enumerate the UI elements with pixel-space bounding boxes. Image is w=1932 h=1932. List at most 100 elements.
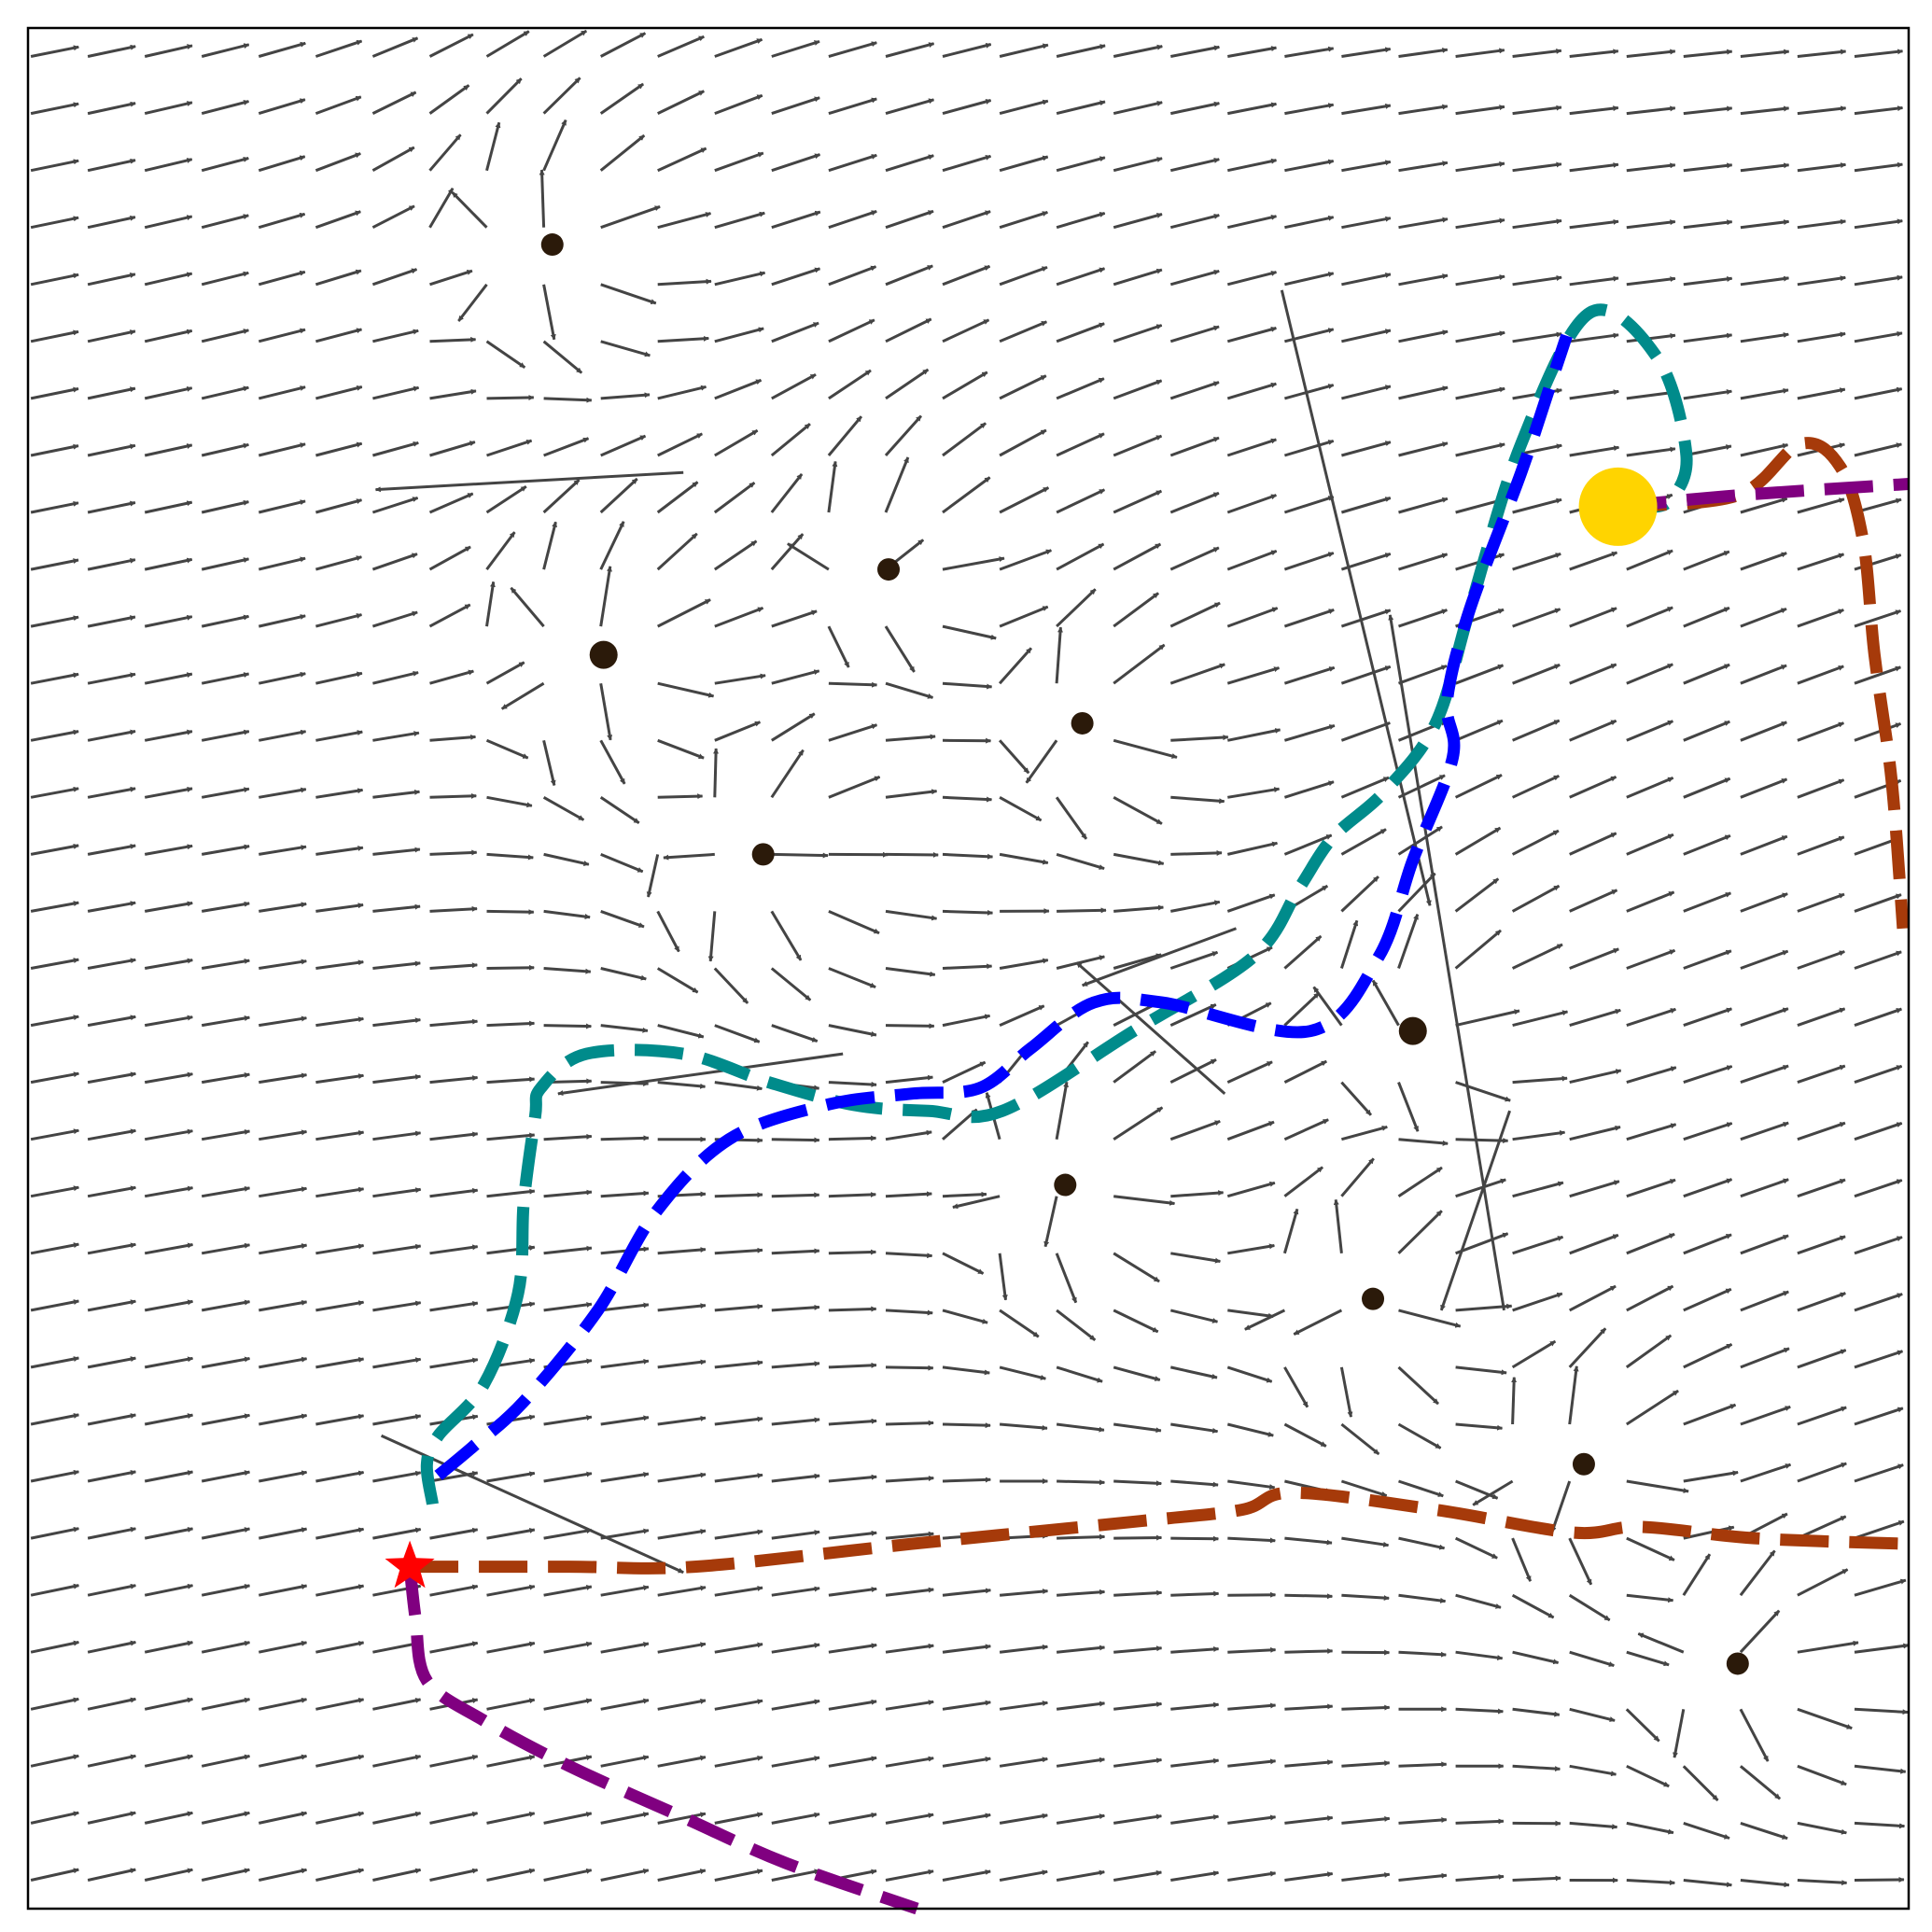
field-arrow <box>714 1642 763 1654</box>
field-arrow <box>1056 44 1106 58</box>
field-arrow <box>1740 607 1787 628</box>
field-arrow <box>1056 1365 1103 1383</box>
field-arrow <box>771 712 816 742</box>
field-arrow <box>1854 1876 1905 1883</box>
field-arrow <box>201 557 250 571</box>
field-arrow <box>1740 332 1789 343</box>
field-arrow <box>543 1698 593 1711</box>
field-arrow <box>1284 46 1335 58</box>
field-arrow <box>1398 329 1449 343</box>
field-arrow <box>428 492 474 514</box>
field-arrow <box>1797 1292 1846 1312</box>
field-arrow <box>201 329 249 343</box>
field-arrow <box>1569 105 1619 116</box>
field-arrow <box>1797 1821 1847 1835</box>
field-arrow <box>1797 331 1846 343</box>
field-arrow <box>1170 1757 1220 1768</box>
field-arrow <box>1740 721 1787 742</box>
field-arrow <box>30 1015 79 1028</box>
field-arrow <box>201 1185 251 1198</box>
trajectory-purple <box>403 1565 919 1915</box>
field-arrow <box>258 41 306 58</box>
field-arrow <box>828 1418 877 1426</box>
field-arrow <box>543 1245 593 1255</box>
field-arrow <box>1854 386 1903 400</box>
field-arrow <box>1569 218 1619 230</box>
field-arrow <box>371 553 418 571</box>
field-arrow <box>429 1811 479 1825</box>
field-arrow <box>542 119 567 172</box>
field-arrow <box>429 905 478 913</box>
field-arrow <box>30 843 79 856</box>
field-arrow <box>999 1757 1048 1768</box>
field-arrow <box>543 437 590 457</box>
field-arrow <box>1025 739 1058 784</box>
field-arrow <box>144 272 193 287</box>
field-arrow <box>1797 1462 1847 1483</box>
field-arrow <box>663 852 715 861</box>
field-arrow <box>599 477 638 514</box>
wild-vector <box>1075 961 1226 1095</box>
field-arrow <box>1740 1234 1789 1255</box>
field-arrow <box>315 498 363 514</box>
field-arrow <box>1244 1309 1286 1331</box>
field-arrow <box>942 1700 991 1711</box>
field-arrow <box>1683 275 1733 287</box>
field-arrow <box>315 1754 365 1768</box>
field-arrow <box>371 146 415 173</box>
field-arrow <box>87 101 136 116</box>
field-arrow <box>942 1588 991 1597</box>
field-arrow <box>885 1475 934 1483</box>
field-arrow <box>600 1190 650 1198</box>
field-arrow <box>1227 1646 1277 1654</box>
field-arrow <box>30 729 79 742</box>
field-arrow <box>315 269 362 287</box>
field-arrow <box>485 77 523 115</box>
field-arrow <box>144 786 193 799</box>
field-arrow <box>1626 948 1676 970</box>
field-arrow <box>1226 841 1279 856</box>
field-arrow <box>771 210 821 230</box>
field-arrow <box>1340 1081 1373 1116</box>
field-arrow <box>714 1360 763 1369</box>
field-arrow <box>372 903 421 913</box>
field-arrow <box>885 734 936 742</box>
field-arrow <box>999 486 1050 514</box>
field-arrow <box>315 1016 364 1028</box>
field-arrow <box>998 647 1033 685</box>
field-arrow <box>315 1527 365 1540</box>
field-arrow <box>1797 1121 1846 1141</box>
field-arrow <box>1340 721 1391 742</box>
field-arrow <box>259 1299 308 1312</box>
obstacles <box>540 233 1749 1675</box>
field-arrow <box>1797 892 1845 913</box>
field-arrow <box>371 91 417 115</box>
field-arrow <box>771 1699 820 1711</box>
field-arrow <box>1056 1813 1105 1825</box>
field-arrow <box>998 1253 1008 1301</box>
field-arrow <box>1740 442 1789 457</box>
field-arrow <box>315 1413 365 1426</box>
field-arrow <box>1398 1817 1448 1825</box>
field-arrow <box>1283 552 1335 571</box>
field-arrow <box>1740 1121 1789 1141</box>
field-arrow <box>542 284 556 341</box>
field-arrow <box>144 44 193 58</box>
field-arrow <box>1454 1536 1498 1560</box>
field-arrow <box>543 1585 593 1597</box>
field-arrow <box>770 533 805 571</box>
field-arrow <box>1569 1284 1617 1312</box>
field-arrow <box>1398 1138 1449 1146</box>
field-arrow <box>372 1413 422 1426</box>
field-arrow <box>942 210 991 230</box>
field-arrow <box>486 1811 536 1825</box>
field-arrow <box>885 98 935 116</box>
field-arrow <box>1511 1593 1555 1619</box>
field-arrow <box>144 158 193 173</box>
field-arrow <box>1455 664 1505 685</box>
field-arrow <box>1397 1365 1440 1406</box>
field-arrow <box>1170 1252 1221 1264</box>
field-arrow <box>1227 787 1281 799</box>
wild-vector <box>1388 614 1505 1311</box>
field-arrow <box>771 1024 819 1043</box>
